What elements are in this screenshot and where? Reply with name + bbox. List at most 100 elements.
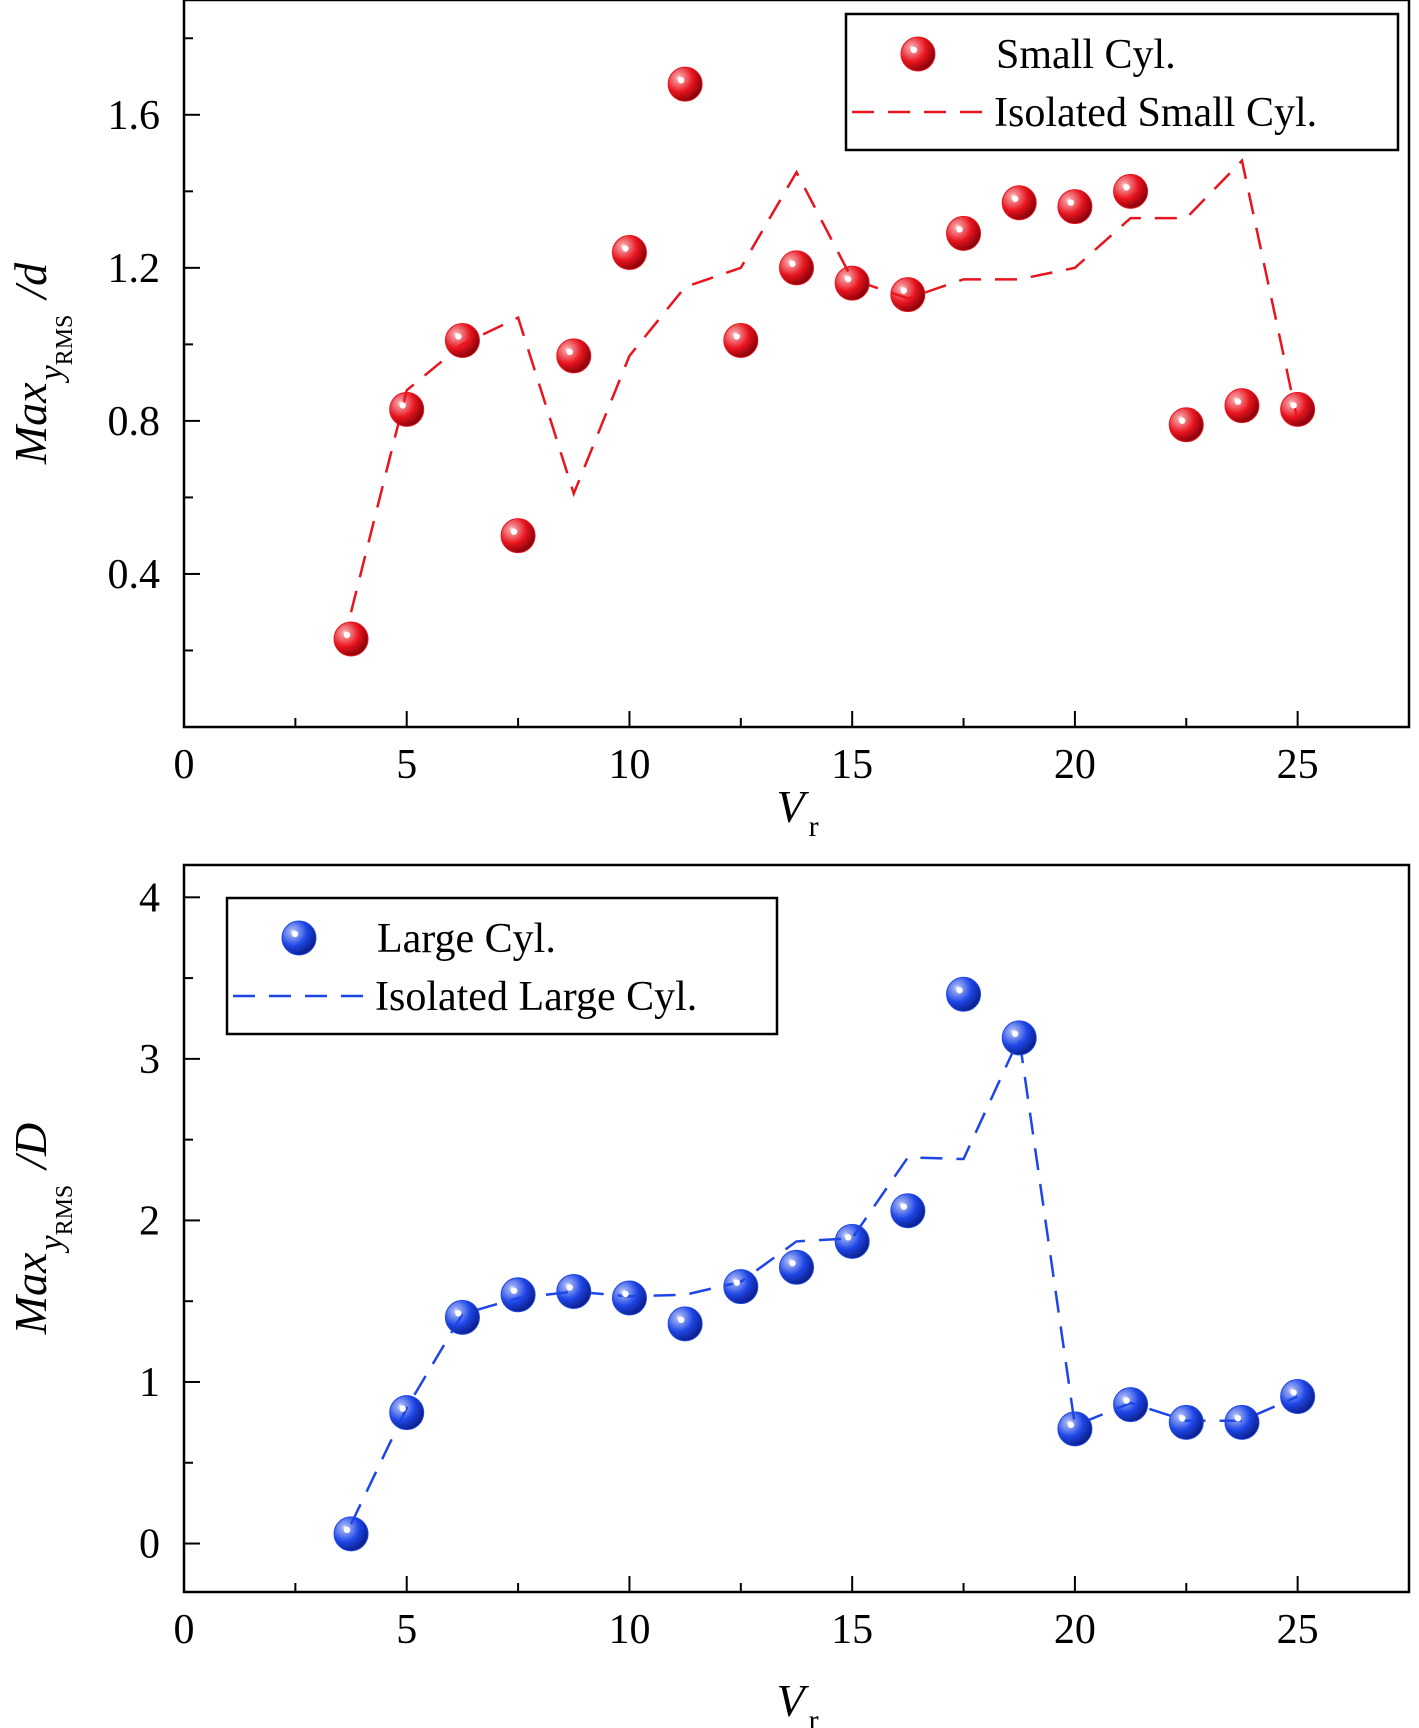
- y-tick-label: 2: [139, 1198, 160, 1244]
- x-tick-label: 10: [608, 742, 650, 788]
- x-axis-title-sub: r: [809, 810, 819, 843]
- data-point: [611, 1280, 647, 1316]
- data-point-highlight: [733, 333, 741, 340]
- legend-label: Large Cyl.: [377, 916, 556, 962]
- data-point: [1001, 1020, 1037, 1056]
- x-axis-title-main: V: [777, 781, 810, 832]
- y-axis-title-suffix: /d: [5, 262, 56, 302]
- data-point: [1001, 185, 1037, 221]
- legend-label: Small Cyl.: [996, 32, 1176, 78]
- x-tick-label: 5: [396, 742, 417, 788]
- data-point: [667, 1306, 703, 1342]
- y-tick-label: 1.6: [108, 93, 161, 139]
- y-axis-title-sub: RMS: [52, 1185, 78, 1236]
- data-point-highlight: [622, 1290, 629, 1298]
- y-axis-title: MaxyRMS/D: [5, 1123, 78, 1336]
- x-tick-label: 0: [174, 1607, 195, 1653]
- data-point: [444, 323, 480, 359]
- data-point-highlight: [900, 1203, 908, 1210]
- y-axis-title-var: y: [33, 364, 70, 383]
- legend-box: [225, 896, 779, 1036]
- data-point: [500, 518, 536, 554]
- data-point-highlight: [1290, 1389, 1297, 1396]
- data-point: [444, 1299, 480, 1335]
- x-tick-label: 20: [1054, 742, 1096, 788]
- data-point-highlight: [956, 226, 963, 233]
- y-tick-label: 1: [139, 1360, 160, 1406]
- y-axis-title: MaxyRMS/d: [5, 262, 78, 465]
- data-point-highlight: [566, 1284, 573, 1291]
- y-tick-label: 0.8: [108, 399, 161, 445]
- data-point: [946, 976, 982, 1012]
- data-point: [834, 265, 870, 301]
- plot-frame: [182, 0, 1411, 729]
- data-point-highlight: [1067, 1421, 1075, 1429]
- x-tick-label: 25: [1277, 742, 1319, 788]
- x-axis-title-sub: r: [809, 1704, 819, 1728]
- data-point: [723, 323, 759, 359]
- y-tick-label: 3: [139, 1037, 160, 1083]
- y-axis-title-sub: RMS: [52, 315, 78, 366]
- data-point: [1280, 391, 1316, 427]
- data-point-highlight: [566, 348, 573, 356]
- data-point-highlight: [510, 528, 518, 535]
- data-point-highlight: [622, 245, 629, 252]
- data-point-highlight: [844, 1234, 852, 1241]
- data-point: [779, 1249, 814, 1285]
- legend-marker-highlight: [291, 930, 299, 938]
- data-point-highlight: [1123, 1397, 1130, 1404]
- x-tick-label: 20: [1054, 1607, 1096, 1653]
- data-point-highlight: [455, 333, 462, 340]
- data-point-highlight: [455, 1310, 462, 1317]
- data-point-highlight: [900, 287, 908, 294]
- data-point-highlight: [677, 76, 685, 84]
- series-line-2: [349, 1033, 1299, 1525]
- data-point: [1168, 1404, 1204, 1440]
- chart-panel-2: 0 5 10 15 20 25 0 1 2 3 4 V r MaxyRMS/D Large Cyl. Isol…: [5, 863, 1411, 1728]
- legend-box: [844, 12, 1400, 152]
- data-point-highlight: [956, 987, 963, 994]
- data-point: [556, 338, 592, 374]
- y-tick-label: 0.4: [108, 552, 161, 598]
- legend-marker-sphere: [900, 36, 936, 72]
- y-axis-title-prefix: Max: [5, 382, 56, 465]
- data-point-highlight: [1123, 184, 1130, 191]
- data-point-highlight: [1290, 402, 1297, 409]
- data-point-highlight: [343, 631, 351, 639]
- data-point: [611, 235, 647, 271]
- data-point: [556, 1274, 592, 1310]
- data-point-highlight: [1012, 1030, 1019, 1038]
- data-point: [834, 1223, 870, 1259]
- legend-marker-highlight: [910, 46, 918, 54]
- data-point: [333, 621, 369, 657]
- legend-marker-sphere: [281, 920, 317, 956]
- data-point-highlight: [677, 1316, 685, 1324]
- data-point: [1224, 388, 1260, 424]
- data-point-highlight: [399, 1405, 406, 1412]
- data-point-highlight: [1179, 1415, 1186, 1422]
- legend: Small Cyl. Isolated Small Cyl.: [844, 12, 1400, 152]
- data-point-highlight: [789, 260, 796, 268]
- x-tick-label: 10: [608, 1607, 650, 1653]
- data-point: [1113, 1387, 1149, 1423]
- data-point-highlight: [1234, 398, 1242, 405]
- chart-panel-1: 0 5 10 15 20 25 0.4 0.8 1.2 1.6 V r MaxyRMS/d Small C…: [5, 0, 1411, 843]
- data-point: [1113, 173, 1149, 209]
- data-point: [890, 277, 926, 313]
- series-line-2: [349, 158, 1299, 613]
- x-tick-label: 0: [174, 742, 195, 788]
- data-point-highlight: [789, 1260, 796, 1267]
- data-point: [1057, 189, 1093, 225]
- x-axis-title-main: V: [777, 1675, 810, 1726]
- data-point-highlight: [733, 1279, 741, 1286]
- data-point-highlight: [844, 275, 852, 283]
- y-axis-title-prefix: Max: [5, 1252, 56, 1335]
- data-point: [389, 391, 425, 427]
- data-point-highlight: [1067, 199, 1075, 206]
- series-markers-1: [333, 66, 1316, 657]
- data-point: [500, 1277, 536, 1313]
- y-tick-label: 4: [139, 875, 160, 921]
